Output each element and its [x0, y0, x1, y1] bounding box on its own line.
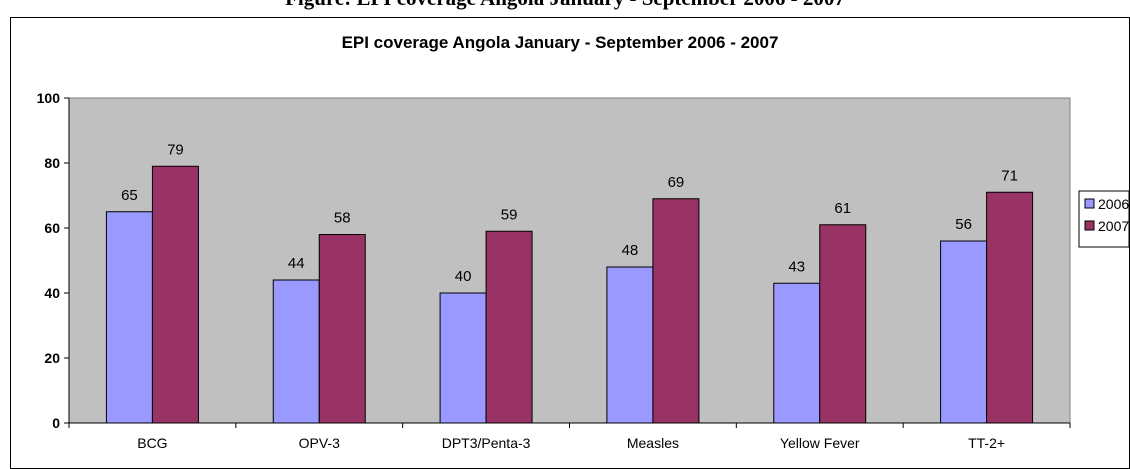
legend: 2006 2007 [1078, 190, 1130, 248]
y-tick-label: 100 [37, 90, 61, 106]
bar-2006 [606, 266, 654, 424]
data-label-2007: 59 [501, 206, 518, 223]
clipped-page-heading: Figure: EPI coverage Angola January - Se… [0, 0, 1130, 10]
bar-2007 [151, 165, 199, 424]
y-tick-label: 40 [44, 285, 60, 301]
chart-title: EPI coverage Angola January - September … [342, 33, 779, 52]
plot-area [68, 97, 1071, 424]
y-tick-label: 0 [52, 415, 60, 431]
data-label-2007: 69 [668, 174, 685, 191]
x-tick-label: Measles [627, 435, 679, 451]
x-tick-label: OPV-3 [299, 435, 340, 451]
bar-2006 [773, 282, 821, 424]
y-axis: 0 20 40 60 80 100 [37, 90, 70, 431]
data-label-2006: 43 [788, 258, 805, 275]
data-label-2007: 79 [167, 141, 184, 158]
data-label-2006: 65 [121, 187, 138, 204]
bar-2007 [485, 230, 533, 424]
data-label-2007: 71 [1001, 167, 1018, 184]
clipped-page-heading-text: Figure: EPI coverage Angola January - Se… [0, 0, 1130, 10]
x-tick-label: Yellow Fever [780, 435, 860, 451]
bar-2007 [819, 224, 867, 424]
legend-swatch-2007 [1084, 220, 1095, 231]
data-label-2006: 56 [955, 216, 972, 233]
y-tick-label: 80 [44, 155, 60, 171]
data-label-2006: 40 [455, 268, 472, 285]
data-label-2006: 48 [622, 242, 639, 259]
bar-2007 [986, 191, 1034, 424]
bar-2006 [105, 211, 153, 424]
legend-label-2007: 2007 [1098, 218, 1129, 234]
bar-2007 [652, 198, 700, 424]
x-axis: BCG OPV-3 DPT3/Penta-3 Measles Yellow Fever T… [68, 422, 1071, 451]
bar-2006 [272, 279, 320, 424]
bar-2006 [940, 240, 988, 424]
x-tick-label: BCG [137, 435, 167, 451]
legend-label-2006: 2006 [1098, 196, 1129, 212]
x-tick-label: TT-2+ [968, 435, 1005, 451]
data-labels-group: 65 44 40 48 43 56 79 58 59 69 61 71 [121, 141, 1018, 285]
data-label-2006: 44 [288, 255, 305, 272]
x-tick-label: DPT3/Penta-3 [442, 435, 531, 451]
bar-2006 [439, 292, 487, 424]
data-label-2007: 61 [834, 200, 851, 217]
data-label-2007: 58 [334, 210, 351, 227]
legend-swatch-2006 [1084, 198, 1095, 209]
y-tick-label: 20 [44, 350, 60, 366]
y-tick-label: 60 [44, 220, 60, 236]
bar-2007 [318, 234, 366, 424]
bar-series-group [105, 165, 1034, 424]
